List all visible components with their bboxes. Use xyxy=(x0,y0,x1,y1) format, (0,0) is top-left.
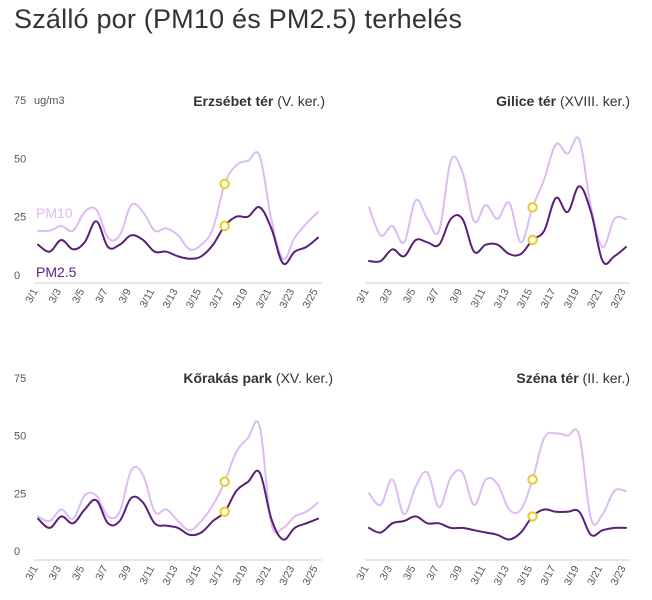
x-tick-label: 3/23 xyxy=(277,564,297,588)
x-tick-label: 3/13 xyxy=(160,287,180,311)
x-tick-label: 3/23 xyxy=(608,287,628,311)
x-tick-label: 3/17 xyxy=(207,287,227,311)
x-tick-label: 3/13 xyxy=(160,564,180,588)
x-tick-label: 3/23 xyxy=(608,564,628,588)
unit-label: ug/m3 xyxy=(34,95,65,107)
pm10-line xyxy=(37,151,319,261)
x-tick-label: 3/25 xyxy=(300,287,320,311)
x-tick-label: 3/1 xyxy=(354,287,372,306)
page-title: Szálló por (PM10 és PM2.5) terhelés xyxy=(14,4,463,34)
x-tick-label: 3/11 xyxy=(469,564,489,587)
y-tick-label: 50 xyxy=(14,153,26,165)
pm25-marker xyxy=(219,220,230,232)
y-tick-label: 75 xyxy=(14,95,26,107)
panel-erzsebet-ter: 0 25 50 75 ug/m3 Erzsébet tér (V. ker.) 3/1 3/3… xyxy=(14,93,325,310)
x-tick-label: 3/5 xyxy=(401,287,419,306)
pm25-line xyxy=(368,185,627,266)
pm10-marker xyxy=(219,178,230,190)
panel-title-district: (XV. ker.) xyxy=(272,370,333,386)
x-tick-label: 3/3 xyxy=(47,287,65,306)
pm25-line xyxy=(37,206,319,266)
panel-title-bold: Kőrakás park xyxy=(183,370,272,386)
panel-title-bold: Széna tér xyxy=(516,370,579,386)
panel-korakas-park: 0 25 50 75 Kőrakás park (XV. ker.) 3/1 3/3 3/5 3… xyxy=(14,370,333,587)
x-tick-label: 3/13 xyxy=(492,287,512,311)
x-tick-label: 3/25 xyxy=(300,564,320,588)
x-tick-label: 3/5 xyxy=(70,287,88,306)
x-tick-label: 3/17 xyxy=(538,287,558,311)
x-tick-label: 3/19 xyxy=(562,564,582,588)
x-tick-label: 3/19 xyxy=(562,287,582,311)
x-tick-label: 3/1 xyxy=(23,564,41,583)
pm10-marker xyxy=(219,476,230,487)
panel-gilice-ter: Gilice tér (XVIII. ker.)3/1 3/3 3/5 3/7 3/9 3… xyxy=(354,93,630,310)
panel-title: Kőrakás park (XV. ker.) xyxy=(183,370,333,386)
panel-title: Gilice tér (XVIII. ker.) xyxy=(496,93,630,109)
panel-title: Erzsébet tér (V. ker.) xyxy=(193,93,325,109)
x-tick-label: 3/23 xyxy=(277,287,297,311)
pm25-line xyxy=(37,469,319,541)
panel-title-district: (II. ker.) xyxy=(579,370,630,386)
x-tick-label: 3/7 xyxy=(93,287,111,306)
y-tick-label: 25 xyxy=(14,488,26,500)
pm10-line xyxy=(368,136,627,249)
x-tick-label: 3/5 xyxy=(70,564,88,583)
x-tick-label: 3/3 xyxy=(47,564,65,583)
x-tick-label: 3/17 xyxy=(207,564,227,588)
pm25-marker xyxy=(527,234,538,246)
y-tick-label: 75 xyxy=(14,373,26,385)
x-tick-label: 3/11 xyxy=(469,287,489,310)
x-tick-label: 3/15 xyxy=(184,564,204,588)
x-tick-label: 3/21 xyxy=(254,287,274,311)
pm25-line xyxy=(368,508,627,541)
x-tick-label: 3/19 xyxy=(230,564,250,588)
y-tick-label: 0 xyxy=(14,546,20,558)
x-tick-label: 3/1 xyxy=(354,564,372,583)
x-tick-label: 3/9 xyxy=(117,287,135,306)
y-tick-label: 25 xyxy=(14,212,26,224)
pm25-marker xyxy=(219,506,230,517)
x-tick-label: 3/9 xyxy=(448,287,466,306)
pm25-marker xyxy=(527,511,538,522)
x-tick-label: 3/9 xyxy=(448,564,466,583)
x-tick-label: 3/21 xyxy=(254,564,274,588)
panel-title-bold: Gilice tér xyxy=(496,93,556,109)
x-tick-label: 3/15 xyxy=(515,564,535,588)
pm10-line xyxy=(368,428,627,526)
pm25-series-label: PM2.5 xyxy=(36,264,77,280)
x-tick-label: 3/17 xyxy=(538,564,558,588)
x-tick-label: 3/21 xyxy=(585,287,605,311)
y-tick-label: 50 xyxy=(14,431,26,443)
x-tick-label: 3/3 xyxy=(378,564,396,583)
x-tick-label: 3/7 xyxy=(93,564,111,583)
x-tick-label: 3/11 xyxy=(138,564,158,587)
y-tick-label: 0 xyxy=(14,270,20,282)
x-tick-label: 3/3 xyxy=(378,287,396,306)
panel-title-district: (XVIII. ker.) xyxy=(556,93,630,109)
pm10-marker xyxy=(527,202,538,213)
x-tick-label: 3/15 xyxy=(515,287,535,311)
x-tick-label: 3/5 xyxy=(401,564,419,583)
x-tick-label: 3/13 xyxy=(492,564,512,588)
pm10-line xyxy=(37,420,319,535)
pm10-series-label: PM10 xyxy=(36,205,73,221)
x-tick-label: 3/15 xyxy=(184,287,204,311)
x-tick-label: 3/11 xyxy=(138,287,158,310)
x-tick-label: 3/1 xyxy=(23,287,41,306)
panel-title-bold: Erzsébet tér xyxy=(193,93,274,109)
panel-title-district: (V. ker.) xyxy=(273,93,325,109)
panel-title: Széna tér (II. ker.) xyxy=(516,370,630,386)
panel-szena-ter: Széna tér (II. ker.)3/1 3/3 3/5 3/7 3/9 3/11 3… xyxy=(354,370,630,587)
x-tick-label: 3/21 xyxy=(585,564,605,588)
x-tick-label: 3/7 xyxy=(424,564,442,583)
pm10-marker xyxy=(527,474,538,485)
x-tick-label: 3/9 xyxy=(117,564,135,583)
x-tick-label: 3/7 xyxy=(424,287,442,306)
x-tick-label: 3/19 xyxy=(230,287,250,311)
